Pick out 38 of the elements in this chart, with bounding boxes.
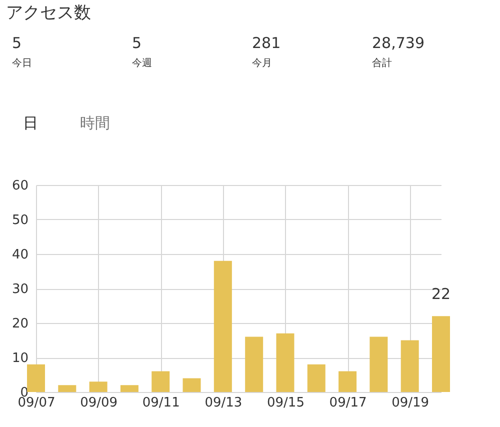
x-tick-label: 09/11 <box>142 396 180 410</box>
bar <box>432 316 450 392</box>
bar <box>245 336 264 392</box>
text: 時間 <box>80 114 110 132</box>
text: 今週 <box>132 57 152 69</box>
x-tick-label: 09/15 <box>266 396 304 410</box>
bar <box>58 385 76 392</box>
bar <box>307 364 326 392</box>
chart-title: アクセス数 <box>6 3 91 23</box>
text: 5 <box>12 34 22 52</box>
text: 28,739 <box>372 34 424 52</box>
text: 281 <box>252 34 281 52</box>
y-tick-label: 50 <box>12 213 28 228</box>
text: 合計 <box>372 57 392 69</box>
bar <box>400 340 419 392</box>
bar <box>89 382 108 392</box>
text: 今日 <box>12 57 32 69</box>
bar <box>182 378 201 392</box>
bar <box>152 371 170 392</box>
bar <box>338 371 357 392</box>
data-label: 22 <box>431 285 451 304</box>
y-tick-label: 30 <box>12 282 28 297</box>
y-tick-label: 20 <box>12 316 28 332</box>
text: 5 <box>132 34 142 52</box>
bar <box>370 336 388 392</box>
x-tick-label: 09/17 <box>329 396 367 410</box>
y-tick-label: 10 <box>12 351 28 366</box>
bar <box>27 364 45 392</box>
text: 今月 <box>252 57 272 69</box>
bar <box>120 385 138 392</box>
bar <box>214 260 232 392</box>
x-tick-label: 09/13 <box>204 396 242 410</box>
text: 日 <box>23 114 38 132</box>
y-tick-label: 40 <box>12 248 28 262</box>
x-tick-label: 09/19 <box>392 396 430 410</box>
x-tick-label: 09/09 <box>80 396 118 410</box>
bar <box>276 333 294 392</box>
y-tick-label: 60 <box>12 178 28 194</box>
